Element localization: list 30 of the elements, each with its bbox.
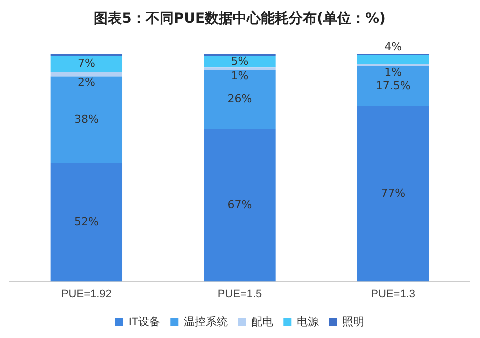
chart-title: 图表5：不同PUE数据中心能耗分布(单位：%) [93, 10, 387, 28]
bar [357, 55, 430, 64]
bar [357, 66, 430, 106]
bar [50, 163, 123, 282]
x-tick-label: PUE=1.5 [218, 288, 262, 300]
legend-label: 照明 [342, 316, 365, 329]
x-tick-label: PUE=1.92 [61, 288, 112, 300]
bar [50, 72, 123, 77]
x-tick-label: PUE=1.3 [371, 288, 416, 300]
bar [204, 70, 276, 130]
data-label: 1% [231, 69, 249, 82]
legend-label: 配电 [252, 316, 274, 329]
bar [204, 129, 276, 282]
bar [50, 56, 123, 72]
data-label: 77% [381, 186, 406, 200]
bar [50, 76, 123, 164]
bar [357, 106, 430, 282]
legend-label: IT设备 [128, 316, 161, 329]
legend-label: 温控系统 [184, 316, 228, 329]
data-label: 2% [78, 76, 96, 90]
data-label: 17.5% [376, 79, 411, 92]
data-label: 52% [74, 215, 99, 228]
data-label: 4% [384, 40, 402, 54]
data-label: 5% [231, 54, 249, 68]
data-label: 7% [78, 57, 96, 70]
data-label: 67% [228, 198, 252, 212]
data-label: 1% [384, 66, 402, 79]
legend-label: 电源 [297, 316, 320, 329]
data-label: 26% [228, 92, 252, 106]
data-label: 38% [74, 112, 99, 126]
